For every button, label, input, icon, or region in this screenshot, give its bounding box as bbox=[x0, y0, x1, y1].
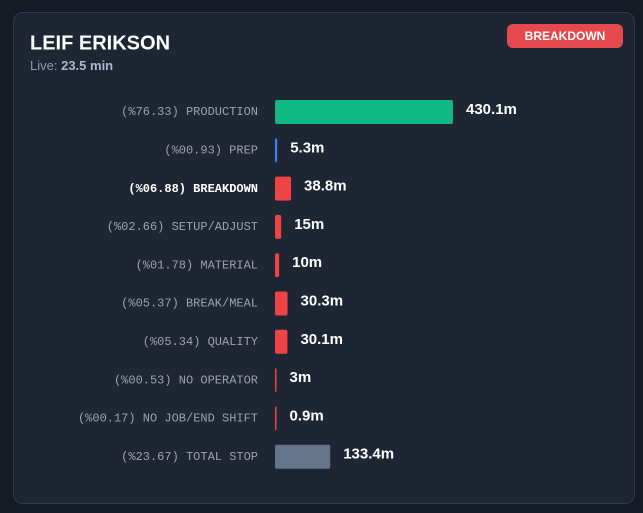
category-label: (%00.17) NO JOB/END SHIFT bbox=[78, 412, 258, 426]
badge-text: BREAKDOWN bbox=[525, 29, 606, 43]
category-label: (%05.37) BREAK/MEAL bbox=[121, 297, 258, 311]
bar bbox=[275, 329, 288, 354]
category-label: (%00.93) PREP bbox=[164, 143, 258, 157]
bar bbox=[275, 214, 282, 239]
category-label: (%76.33) PRODUCTION bbox=[121, 105, 258, 119]
subtitle-label: Live: bbox=[30, 58, 57, 73]
bar bbox=[275, 368, 277, 393]
bar bbox=[275, 176, 292, 201]
value-label: 10m bbox=[292, 254, 322, 271]
status-badge bbox=[507, 24, 623, 48]
value-label: 30.3m bbox=[301, 292, 344, 309]
subtitle-value: 23.5 min bbox=[61, 58, 113, 73]
value-label: 30.1m bbox=[300, 331, 343, 348]
value-label: 15m bbox=[294, 216, 324, 233]
category-label: (%05.34) QUALITY bbox=[143, 335, 258, 349]
value-label: 38.8m bbox=[304, 178, 347, 195]
bar bbox=[275, 444, 331, 469]
category-label: (%02.66) SETUP/ADJUST bbox=[107, 220, 258, 234]
category-label: (%23.67) TOTAL STOP bbox=[121, 450, 258, 464]
bar bbox=[275, 291, 288, 316]
category-label: (%01.78) MATERIAL bbox=[136, 258, 258, 272]
bar bbox=[275, 138, 278, 163]
value-label: 430.1m bbox=[466, 101, 517, 118]
value-label: 133.4m bbox=[343, 446, 394, 463]
bar bbox=[275, 253, 280, 278]
bar bbox=[275, 406, 277, 431]
subtitle: Live: 23.5 min bbox=[30, 58, 113, 73]
value-label: 0.9m bbox=[290, 407, 324, 424]
card bbox=[13, 12, 635, 504]
value-label: 3m bbox=[290, 369, 312, 386]
category-label: (%06.88) BREAKDOWN bbox=[128, 182, 258, 196]
value-label: 5.3m bbox=[290, 139, 324, 156]
category-label: (%00.53) NO OPERATOR bbox=[114, 373, 258, 387]
bar bbox=[275, 100, 453, 124]
card-title: LEIF ERIKSON bbox=[30, 32, 170, 54]
